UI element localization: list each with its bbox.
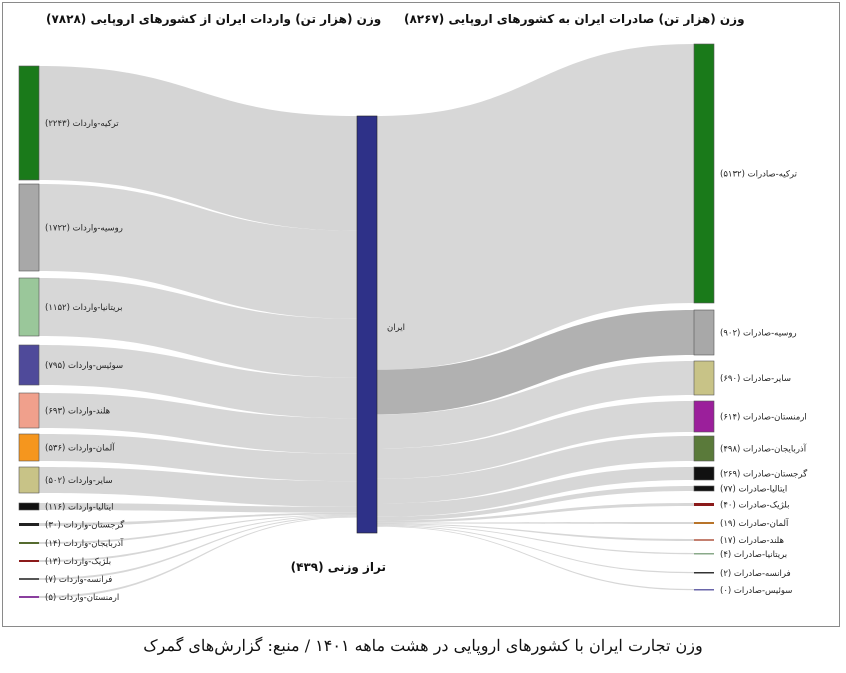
import-node [19,542,39,544]
import-node-label: ترکیه-واردات (۲۲۴۳) [45,119,119,129]
import-flow [39,345,357,419]
import-node-label: سوئیس-واردات (۷۹۵) [45,361,123,371]
import-node [18,183,40,272]
import-flow [39,503,357,513]
import-node-label: فرانسه-واردات (۷) [45,575,112,585]
export-node [693,43,715,304]
import-flow [39,514,357,544]
import-node [19,523,39,526]
weight-balance-label: تراز وزنی (۴۳۹) [291,560,386,575]
export-node-label: هلند-صادرات (۱۷) [720,536,784,546]
export-node-label: آلمان-صادرات (۱۹) [720,517,789,529]
figure-frame [2,2,840,627]
import-node [19,578,39,580]
figure-caption: وزن تجارت ایران با کشورهای اروپایی در هش… [143,636,703,655]
import-flow [39,515,357,562]
export-node [694,589,714,591]
export-flow [377,436,694,504]
export-node-label: روسیه-صادرات (۹۰۲) [720,329,797,339]
export-node-label: سوئیس-صادرات (۰) [720,586,792,596]
labels-layer: ترکیه-واردات (۲۲۴۳) روسیه-واردات (۱۷۲۲) بر… [45,119,808,603]
import-node-label: آذربایجان-واردات (۱۴) [45,537,124,549]
import-flow [39,66,357,231]
export-flow [377,524,694,555]
export-flow [377,310,694,415]
export-flow [377,525,694,591]
import-flow [39,184,357,319]
import-node [19,560,39,562]
import-node-label: بلژیک-واردات (۱۳) [45,557,111,567]
import-flow [39,467,357,507]
import-node-label: هلند-واردات (۶۹۳) [45,407,110,417]
center-node-label: ایران [387,323,405,333]
import-node-label: ارمنستان-واردات (۵) [45,593,119,603]
export-node [693,400,715,433]
export-node [693,485,715,492]
import-flow [39,512,357,526]
export-node [693,466,715,481]
import-node-label: بریتانیا-واردات (۱۱۵۲) [45,303,123,313]
export-node [694,503,714,506]
import-node [18,344,40,386]
import-node [19,596,39,598]
export-node [694,572,714,574]
export-node [693,309,715,356]
export-node [693,435,715,462]
import-node [18,466,40,494]
imports-header: وزن (هزار تن) واردات ایران از کشورهای ار… [46,12,382,26]
import-node-label: سایر-واردات (۵۰۲) [45,476,113,486]
import-node [18,277,40,337]
export-node-label: بلژیک-صادرات (۴۰) [720,501,789,511]
import-node-label: آلمان-واردات (۵۳۶) [45,442,115,454]
import-flow [39,516,357,598]
exports-header: وزن (هزار تن) صادرات ایران به کشورهای ار… [404,12,745,26]
export-flow [377,467,694,517]
export-node [693,360,715,396]
import-flow [39,393,357,454]
export-node-label: ترکیه-صادرات (۵۱۳۲) [720,170,798,180]
import-node-label: ایتالیا-واردات (۱۱۶) [45,503,113,513]
import-flow [39,278,357,378]
import-node [18,65,40,181]
export-node-label: ایتالیا-صادرات (۷۷) [720,485,787,495]
import-node-label: روسیه-واردات (۱۷۲۲) [45,224,123,234]
export-node-label: گرجستان-صادرات (۲۶۹) [720,469,808,480]
export-node-label: فرانسه-صادرات (۲) [720,569,791,579]
center-node-iran [356,115,378,534]
export-node-label: سایر-صادرات (۶۹۰) [720,374,791,384]
flows-layer [39,44,694,598]
nodes-layer [18,43,715,598]
export-flow [377,503,694,523]
export-flow [377,361,694,449]
import-node [18,502,40,511]
import-node-label: گرجستان-واردات (۳۰) [45,520,125,531]
import-node [18,433,40,462]
export-node-label: بریتانیا-صادرات (۴) [720,550,787,560]
import-flow [39,515,357,580]
export-flow [377,523,694,541]
export-flow [377,44,694,370]
sankey-diagram: ترکیه-واردات (۲۲۴۳) روسیه-واردات (۱۷۲۲) بر… [18,43,808,603]
import-flow [39,434,357,482]
export-flow [377,486,694,521]
export-node-label: آذربایجان-صادرات (۴۹۸) [720,443,807,455]
export-flow [377,401,694,479]
export-node [694,553,714,555]
export-flow [377,522,694,524]
export-node [694,522,714,524]
export-node-label: ارمنستان-صادرات (۶۱۴) [720,413,807,423]
import-node [18,392,40,429]
export-node [694,539,714,541]
export-flow [377,525,694,574]
